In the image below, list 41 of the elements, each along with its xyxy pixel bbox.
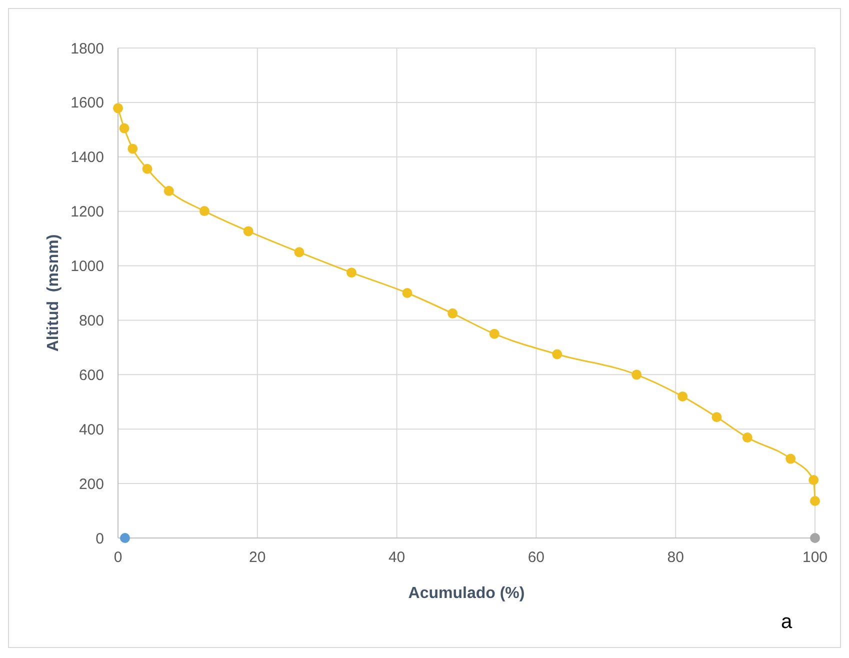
y-tick-label: 1000	[70, 258, 104, 276]
point	[164, 186, 174, 196]
x-tick-label: 0	[114, 549, 122, 566]
point	[489, 328, 500, 339]
point	[128, 144, 138, 154]
point	[810, 533, 820, 543]
point	[120, 533, 130, 543]
x-tick-label: 80	[667, 549, 684, 566]
point	[632, 370, 642, 380]
x-tick-label: 60	[528, 549, 545, 566]
point	[786, 454, 796, 464]
point	[742, 432, 752, 443]
point	[119, 123, 130, 134]
point	[712, 412, 722, 422]
point	[808, 475, 819, 486]
point	[810, 496, 820, 506]
y-axis-title: Altitud (msnm)	[45, 234, 62, 352]
point	[402, 288, 412, 298]
y-tick-label: 600	[78, 366, 104, 384]
x-axis-title: Acumulado (%)	[408, 585, 525, 602]
point	[678, 391, 688, 402]
y-tick-label: 1600	[70, 94, 104, 112]
y-tick-label: 0	[96, 530, 104, 548]
text: a	[781, 611, 793, 633]
x-tick-label: 40	[388, 549, 406, 566]
y-tick-label: 800	[78, 312, 104, 330]
y-tick-label: 1200	[70, 204, 104, 221]
y-tick-label: 400	[78, 421, 104, 438]
point	[142, 164, 152, 174]
y-tick-label: 1800	[70, 40, 104, 58]
point	[552, 349, 562, 360]
y-tick-label: 200	[78, 476, 104, 493]
point	[199, 206, 210, 216]
y-tick-label: 1400	[70, 149, 104, 166]
point	[113, 103, 123, 114]
x-tick-label: 20	[249, 549, 266, 566]
point	[294, 247, 304, 258]
point	[243, 226, 254, 236]
point	[346, 268, 356, 278]
point	[448, 308, 458, 318]
x-tick-label: 100	[802, 549, 828, 566]
